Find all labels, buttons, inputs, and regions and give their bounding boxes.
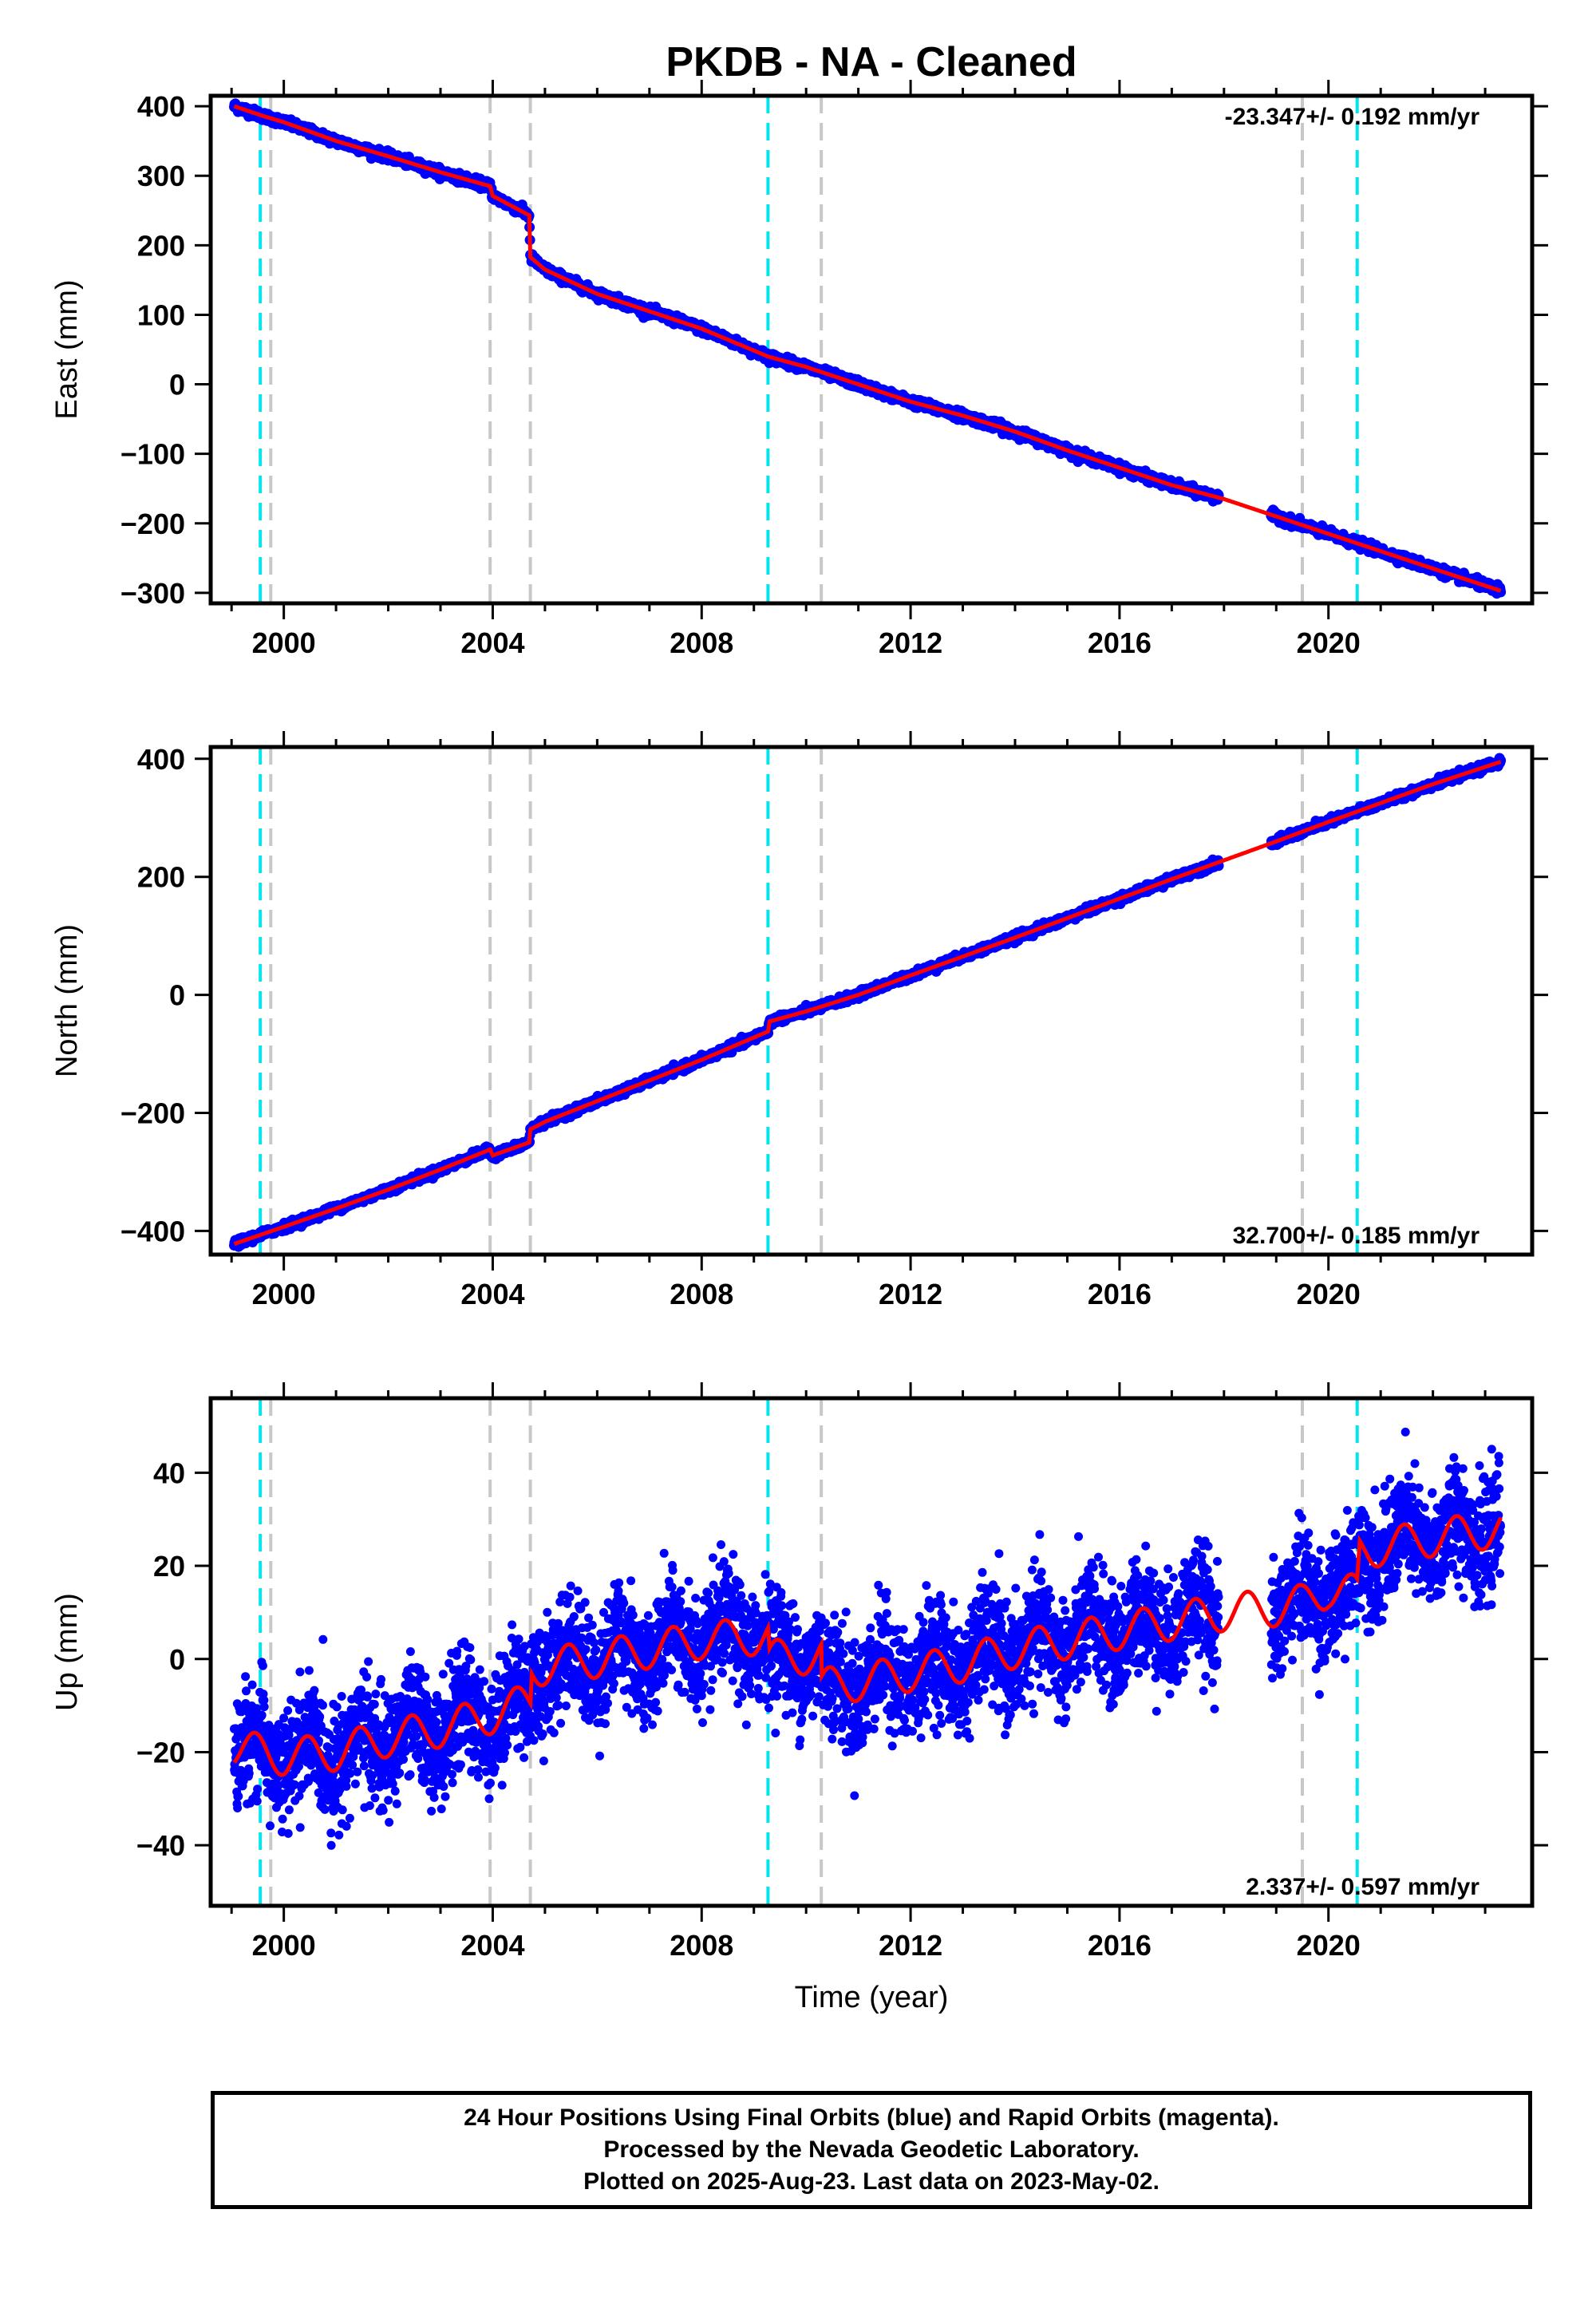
east-model-curve bbox=[233, 104, 1502, 593]
x-tick-label: 2020 bbox=[1297, 626, 1361, 659]
x-tick-label: 2012 bbox=[879, 626, 942, 659]
y-tick-label: 300 bbox=[137, 160, 185, 192]
chart-title: PKDB - NA - Cleaned bbox=[666, 39, 1077, 85]
y-tick-label: 100 bbox=[137, 298, 185, 331]
x-tick-label: 2000 bbox=[252, 626, 316, 659]
east-panel: East (mm)2000 2004 2008 2012 2016 2020−300−20… bbox=[50, 80, 1548, 659]
x-tick-label: 2016 bbox=[1088, 626, 1152, 659]
y-tick-label: −300 bbox=[120, 577, 185, 610]
y-tick-label: −200 bbox=[120, 508, 185, 540]
east-rate-label: -23.347+/- 0.192 mm/yr bbox=[1225, 104, 1480, 130]
east-y-axis-label: East (mm) bbox=[50, 279, 84, 419]
east-data-points bbox=[229, 98, 1507, 599]
y-tick-label: 200 bbox=[137, 229, 185, 262]
x-tick-label: 2004 bbox=[460, 626, 524, 659]
y-tick-label: 0 bbox=[169, 369, 185, 401]
north-panel: North (mm)2000 2004 2008 2012 2016 2020−400−2… bbox=[50, 731, 1548, 1310]
x-tick-label: 2008 bbox=[670, 626, 733, 659]
y-tick-label: 400 bbox=[137, 90, 185, 123]
north-y-axis-label: North (mm) bbox=[50, 924, 84, 1077]
y-tick-label: −100 bbox=[120, 438, 185, 471]
